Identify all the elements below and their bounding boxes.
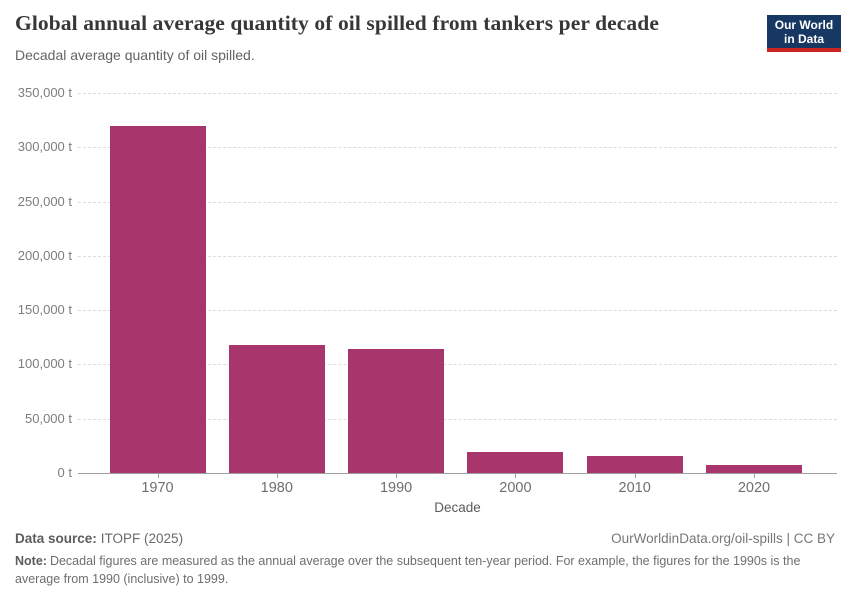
y-tick-label-0: 0 t [57, 465, 72, 480]
bar-2000[interactable] [467, 451, 564, 473]
owid-logo-line2: in Data [783, 31, 824, 46]
owid-logo-line1: Our World [774, 18, 834, 32]
y-gridline-300000 [78, 147, 837, 149]
x-tick-mark-2020 [754, 474, 755, 478]
x-tick-mark-2010 [634, 474, 636, 478]
x-tick-mark-1990 [396, 474, 398, 478]
bar-2020[interactable] [706, 464, 802, 473]
x-tick-label-2010: 2010 [618, 480, 651, 496]
x-tick-label-2000: 2000 [499, 480, 532, 496]
y-tick-label-350000: 350,000 t [17, 85, 72, 100]
chart-footer: Data source: ITOPF (2025) OurWorldinData.… [15, 531, 835, 546]
note-label: Note: [15, 554, 47, 568]
y-tick-label-250000: 250,000 t [17, 193, 72, 209]
bar-2010[interactable] [586, 455, 683, 473]
y-gridline-350000 [78, 93, 837, 94]
bar-1990[interactable] [348, 349, 445, 473]
chart-note: Note: Decadal figures are measured as the… [15, 552, 815, 588]
note-text: Decadal figures are measured as the annu… [15, 554, 801, 587]
x-tick-label-2020: 2020 [737, 480, 771, 496]
owid-logo[interactable]: Our World in Data [767, 15, 841, 52]
bar-1980[interactable] [228, 344, 325, 473]
y-gridline-150000 [78, 310, 837, 312]
data-source-label: Data source: [15, 531, 97, 546]
y-tick-label-100000: 100,000 t [17, 356, 72, 372]
y-gridline-200000 [78, 255, 837, 257]
y-gridline-250000 [78, 201, 837, 203]
x-tick-mark-2000 [515, 474, 517, 478]
data-source-value: ITOPF (2025) [100, 531, 184, 546]
page-title: Global annual average quantity of oil sp… [15, 11, 659, 35]
y-tick-label-50000: 50,000 t [25, 410, 72, 426]
x-tick-label-1980: 1980 [260, 480, 293, 496]
page-subtitle: Decadal average quantity of oil spilled. [15, 47, 255, 63]
x-tick-label-1990: 1990 [379, 480, 413, 496]
x-axis-line [78, 473, 837, 474]
bar-1970[interactable] [109, 125, 206, 473]
x-axis-title: Decade [434, 500, 481, 515]
y-gridline-50000 [78, 418, 837, 420]
license-link[interactable]: OurWorldinData.org/oil-spills | CC BY [611, 531, 835, 546]
x-tick-label-1970: 1970 [141, 480, 174, 496]
y-tick-label-300000: 300,000 t [17, 139, 72, 155]
x-tick-mark-1980 [276, 474, 278, 478]
data-source: Data source: ITOPF (2025) [15, 531, 183, 546]
x-tick-mark-1970 [157, 474, 159, 478]
y-tick-label-200000: 200,000 t [17, 247, 72, 263]
y-gridline-100000 [78, 364, 837, 366]
y-tick-label-150000: 150,000 t [17, 302, 72, 318]
